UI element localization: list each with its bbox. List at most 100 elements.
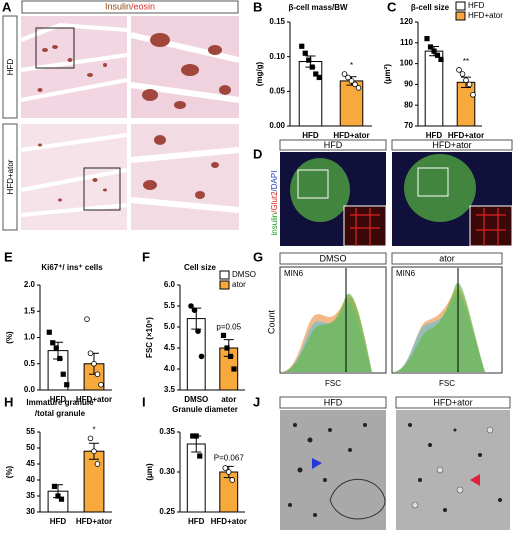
data-point: [188, 303, 194, 309]
panel-letter: J: [253, 394, 260, 409]
data-point: [309, 64, 315, 70]
x-tick-label: HFD+ator: [333, 131, 369, 140]
cell-line-label: MIN6: [284, 269, 304, 278]
y-tick-label: 1.0: [24, 333, 36, 342]
bar: [83, 450, 105, 513]
data-point: [193, 433, 199, 439]
x-axis-label: FSC: [439, 379, 455, 388]
chart-title: /total granule: [35, 409, 86, 418]
y-tick-label: 120: [400, 17, 414, 26]
data-point: [94, 371, 101, 378]
data-point: [57, 355, 63, 362]
x-tick-label: HFD+ator: [76, 395, 112, 404]
data-point: [355, 85, 362, 91]
data-point: [470, 92, 476, 98]
data-point: [60, 371, 66, 377]
data-point: [53, 345, 59, 351]
data-point: [341, 71, 348, 77]
annotation: p=0.05: [216, 323, 241, 332]
panel-letter: A: [2, 0, 12, 14]
panel-header-box: [21, 0, 239, 14]
data-point: [345, 74, 351, 81]
y-tick-label: 40: [26, 475, 35, 484]
data-point: [463, 77, 469, 84]
data-point: [299, 43, 305, 49]
chart-title: β-cell mass/BW: [288, 3, 348, 12]
x-tick-label: DMSO: [184, 395, 208, 404]
data-point: [231, 366, 237, 372]
y-tick-label: 2.0: [24, 280, 36, 289]
image-header: HFD: [324, 140, 343, 150]
y-tick-label: 0.05: [269, 86, 285, 95]
y-tick-label: 5.5: [164, 301, 176, 310]
y-tick-label: 0.25: [159, 507, 175, 516]
data-point: [50, 340, 56, 346]
data-point: [198, 353, 205, 360]
x-tick-label: ator: [221, 395, 236, 404]
y-axis-label: Count: [266, 310, 276, 335]
data-point: [459, 71, 466, 77]
data-point: [91, 360, 97, 367]
data-point: [313, 71, 319, 77]
panel-letter: G: [253, 249, 263, 264]
data-point: [227, 353, 234, 360]
data-point: [222, 465, 229, 471]
panel-letter: H: [4, 394, 13, 409]
panel-letter: I: [142, 394, 146, 409]
data-point: [64, 382, 70, 388]
y-tick-label: 0.35: [159, 427, 175, 436]
data-point: [195, 328, 201, 335]
row-label-box: [2, 15, 18, 119]
row-label: HFD: [6, 59, 15, 76]
data-point: [427, 44, 434, 50]
panel-header-box: [395, 396, 511, 409]
chart-title: Cell size: [184, 263, 217, 272]
y-axis-label: (%): [5, 331, 14, 344]
data-point: [424, 36, 430, 42]
data-point: [316, 74, 322, 81]
x-tick-label: HFD: [426, 131, 443, 140]
annotation: P=0.067: [214, 454, 245, 463]
data-point: [352, 81, 358, 88]
y-tick-label: 0.15: [269, 17, 285, 26]
panel-letter: F: [142, 249, 150, 264]
data-point: [87, 350, 94, 357]
chart-title: Granule diameter: [172, 405, 238, 414]
data-point: [466, 81, 473, 88]
x-tick-label: HFD: [50, 395, 67, 404]
y-tick-label: 0.0: [24, 385, 36, 394]
panel-header-box: [391, 139, 513, 151]
data-point: [55, 493, 61, 499]
legend-swatch: [455, 11, 466, 21]
y-axis-label: (μm): [145, 463, 154, 481]
data-point: [191, 307, 198, 314]
bar: [298, 61, 323, 127]
data-point: [229, 477, 236, 483]
y-tick-label: 0.30: [159, 467, 175, 476]
image-header: DMSO: [320, 253, 347, 263]
row-label: HFD+ator: [6, 159, 15, 194]
fluorescence-images: [280, 152, 513, 247]
bar: [456, 81, 476, 127]
bar: [424, 50, 444, 127]
y-tick-label: 0.00: [269, 121, 285, 130]
legend-swatch: [219, 270, 230, 280]
data-point: [84, 316, 90, 322]
legend-label: DMSO: [232, 270, 256, 279]
data-point: [431, 48, 437, 54]
data-point: [220, 332, 227, 339]
image-header: HFD+ator: [433, 397, 472, 407]
y-tick-label: 80: [404, 100, 413, 109]
x-tick-label: HFD: [302, 131, 319, 140]
data-point: [225, 469, 232, 475]
legend-swatch: [219, 280, 230, 290]
y-tick-label: 4.5: [164, 343, 176, 352]
data-point: [306, 57, 312, 63]
y-tick-label: 1.5: [24, 306, 36, 315]
data-point: [302, 50, 308, 56]
data-point: [348, 78, 355, 84]
data-point: [58, 496, 65, 502]
y-tick-label: 35: [26, 491, 35, 500]
y-tick-label: 90: [404, 80, 413, 89]
